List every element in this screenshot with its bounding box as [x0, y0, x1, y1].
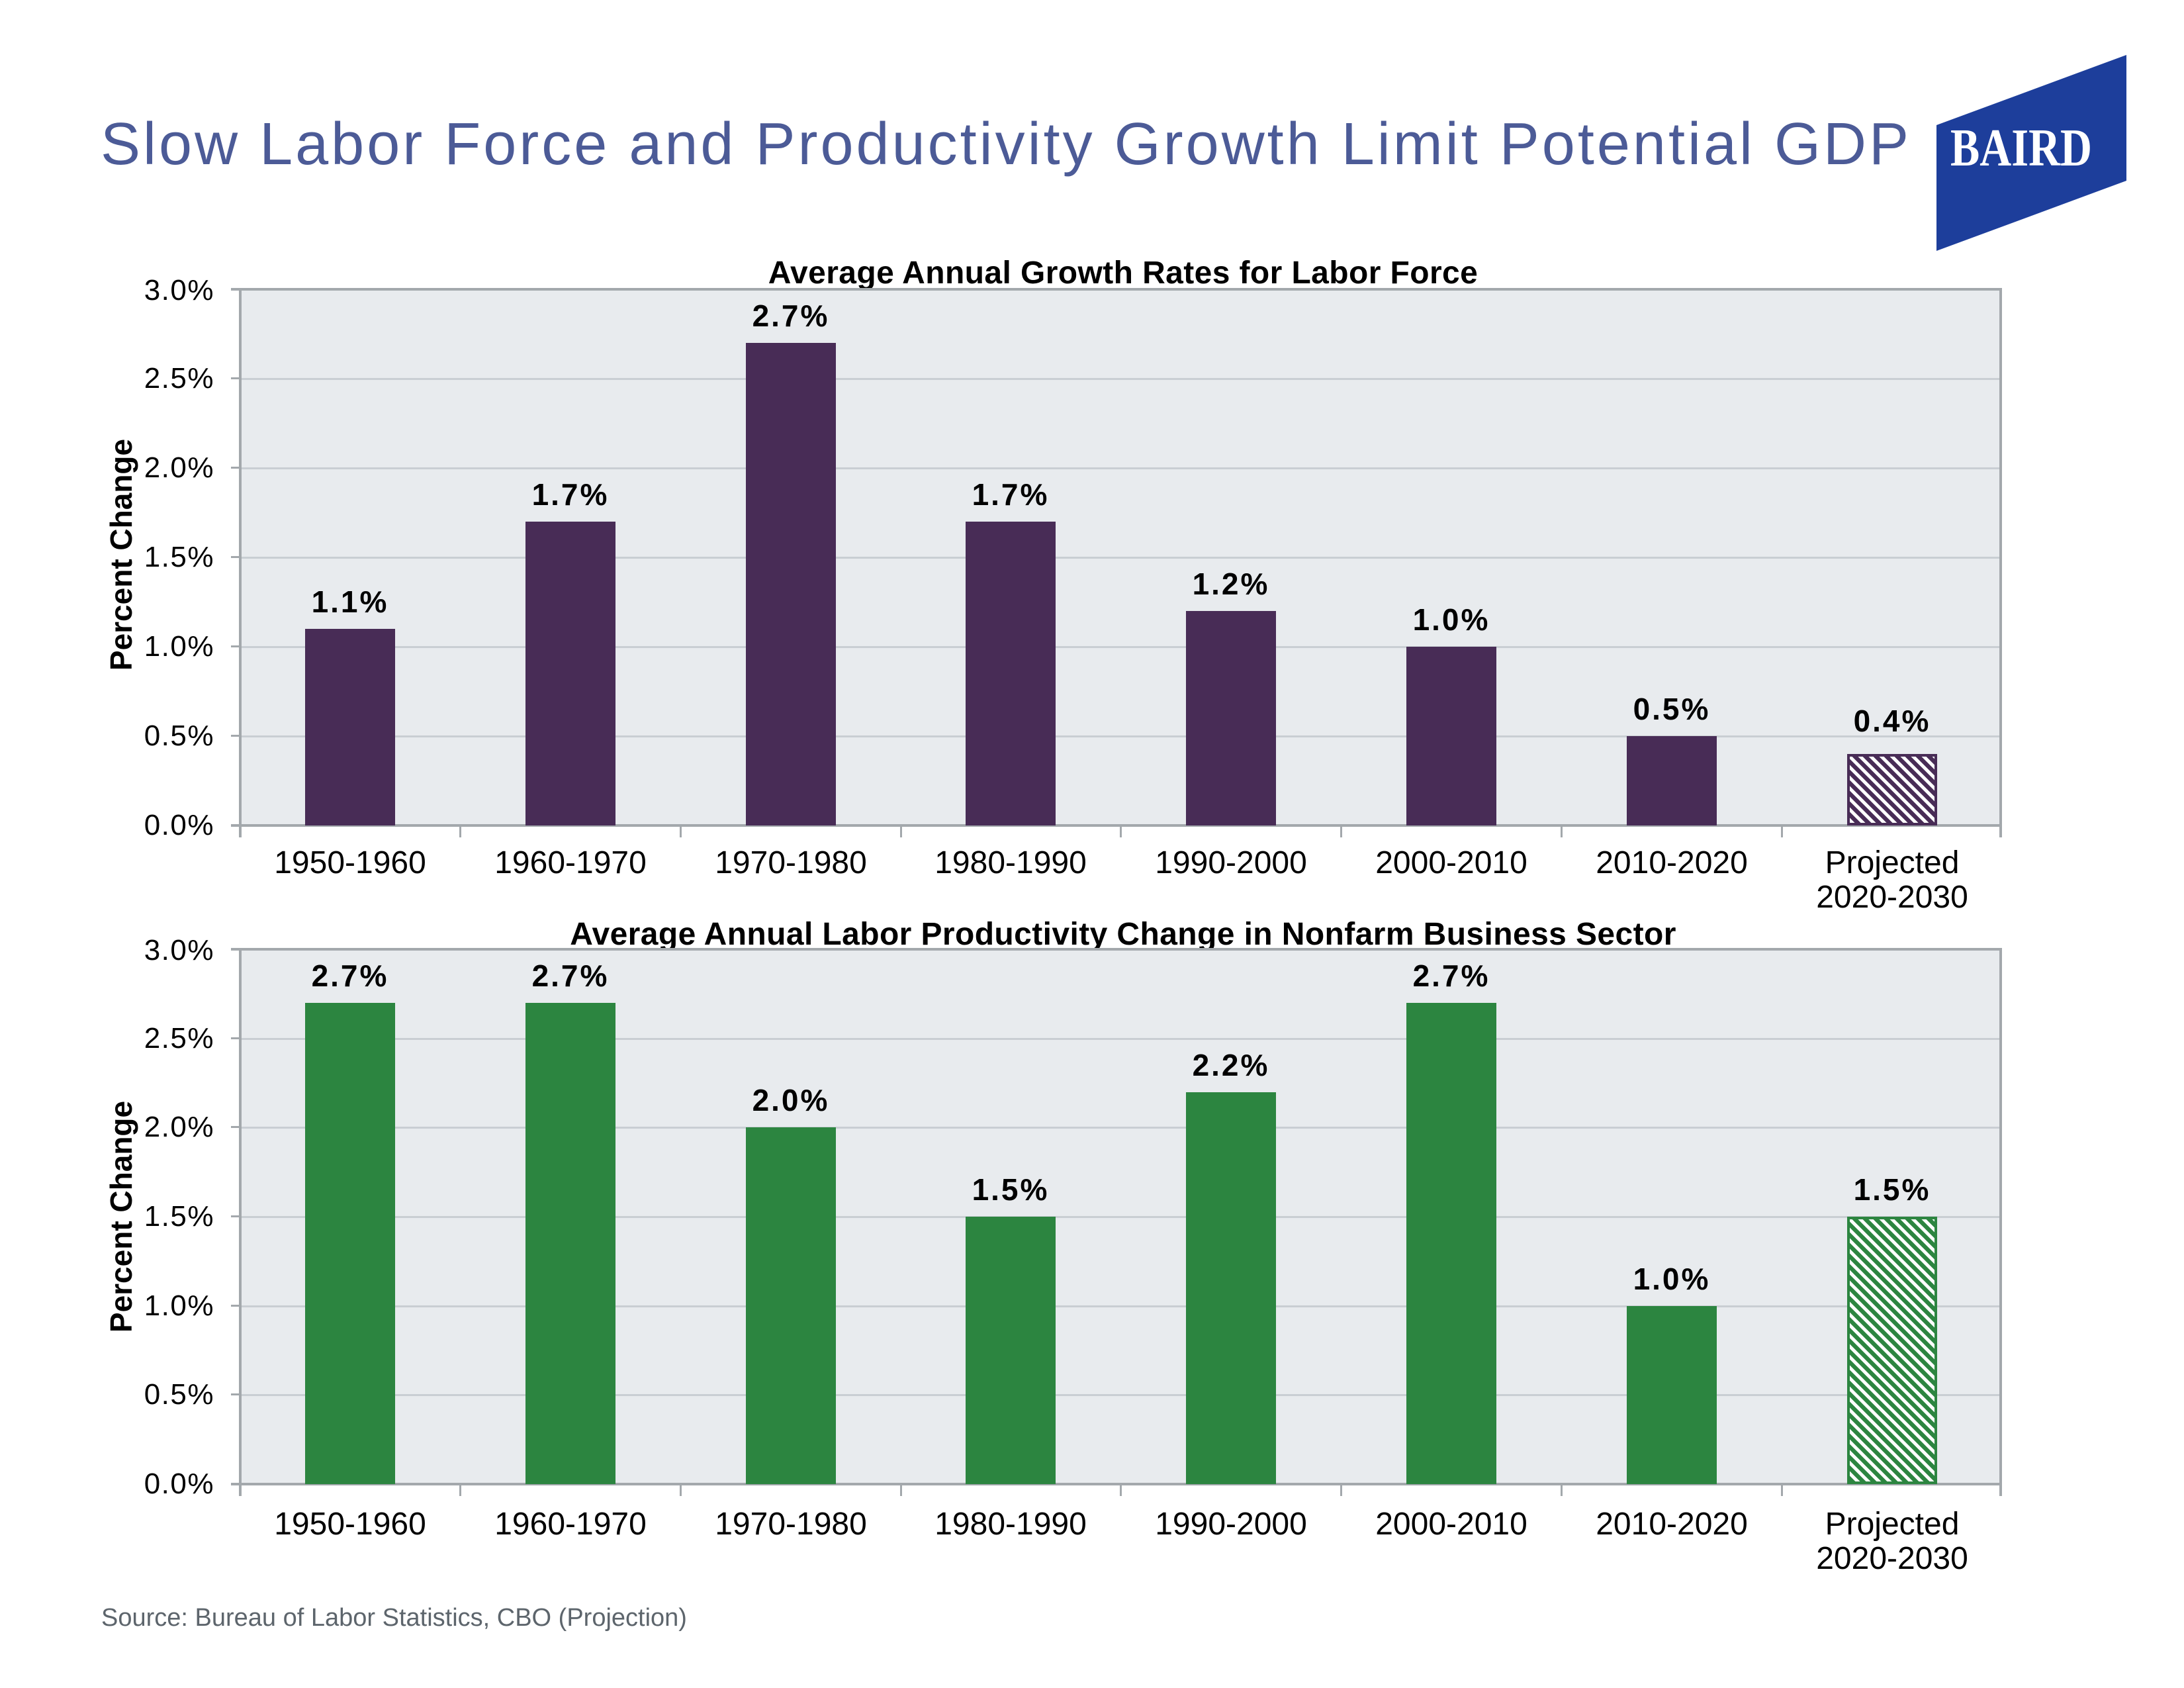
svg-text:BAIRD: BAIRD: [1950, 119, 2092, 177]
